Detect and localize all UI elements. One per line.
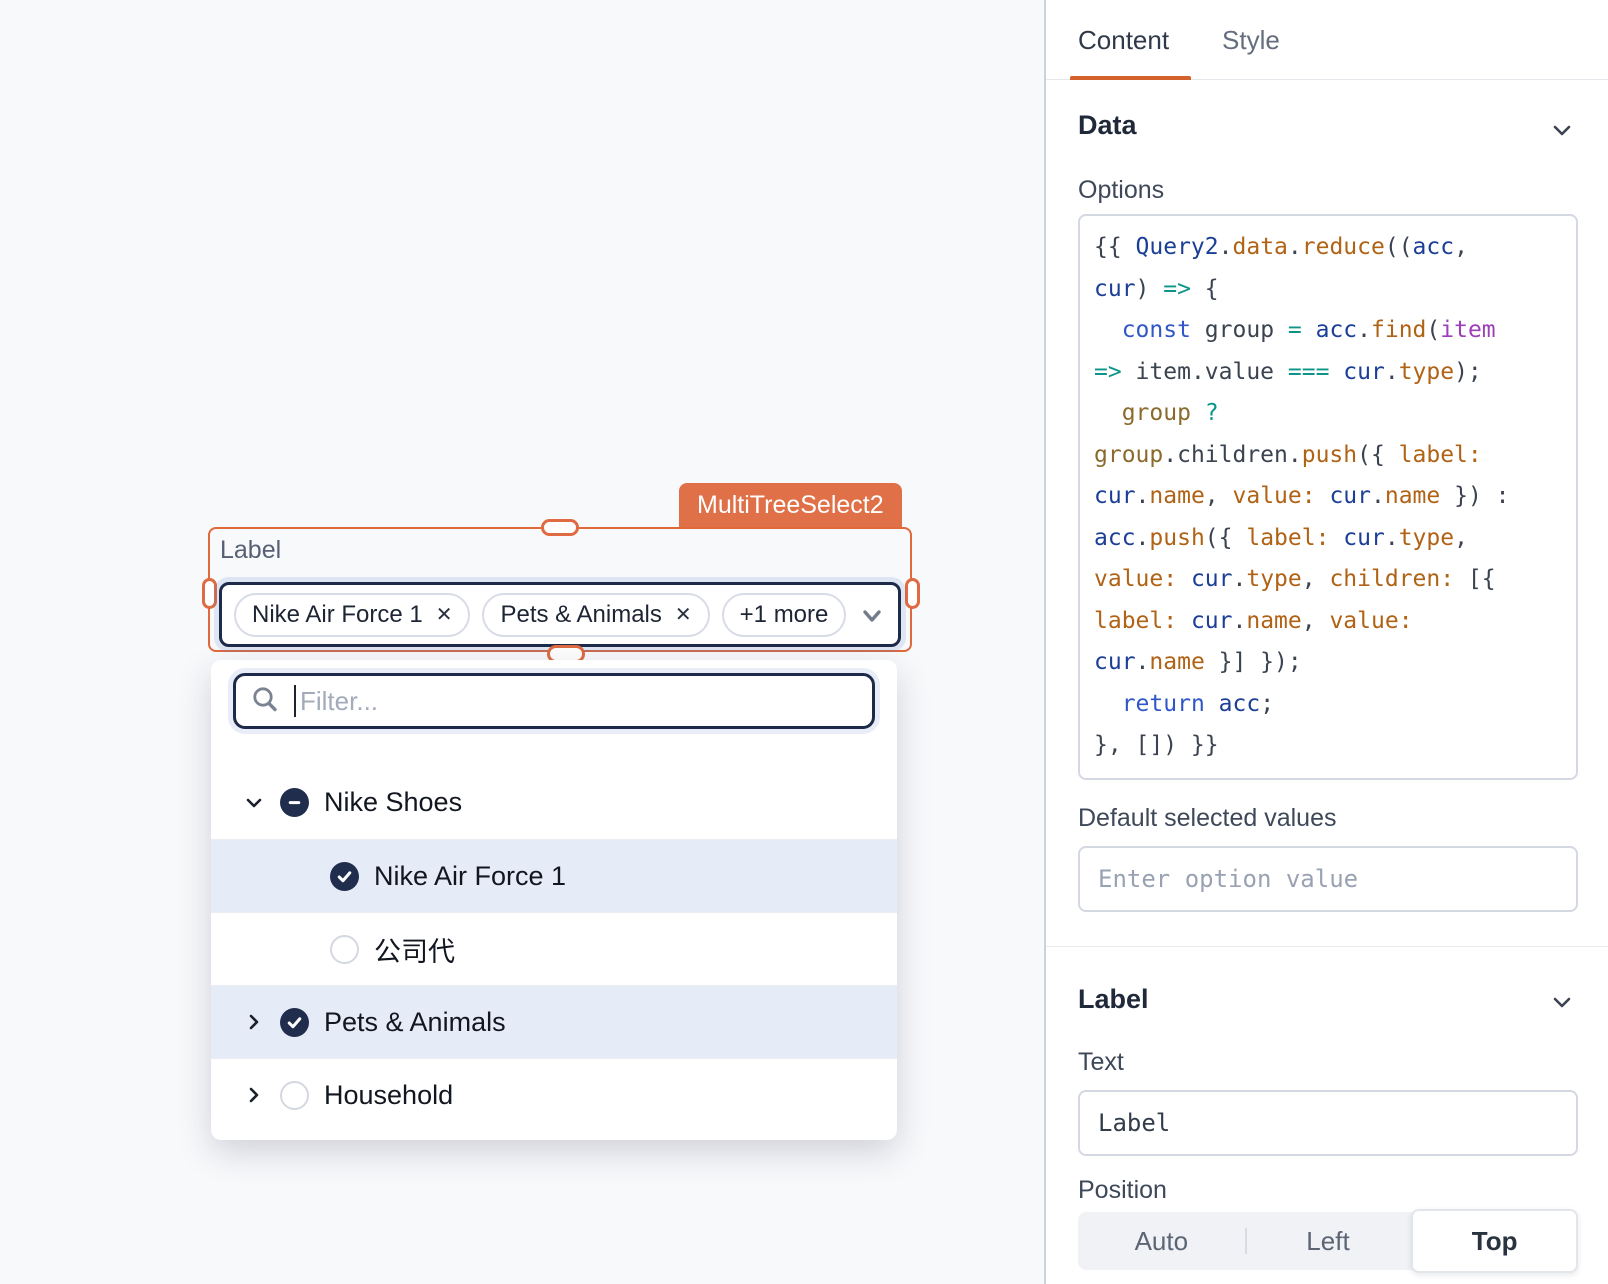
- selected-tag[interactable]: Pets & Animals ✕: [482, 592, 710, 637]
- search-icon: [250, 684, 280, 719]
- tree-item[interactable]: Pets & Animals: [211, 985, 897, 1058]
- options-label: Options: [1078, 176, 1165, 204]
- selection-handle-left[interactable]: [202, 578, 217, 609]
- filter-input[interactable]: Filter...: [233, 673, 875, 729]
- code-line: label: cur.name, value:: [1094, 607, 1413, 634]
- chevron-down-icon[interactable]: [858, 601, 886, 629]
- code-line: group ?: [1121, 400, 1219, 426]
- position-label: Position: [1078, 1176, 1167, 1204]
- text-caret: [294, 685, 296, 717]
- tree-item-label: Pets & Animals: [324, 1006, 506, 1037]
- tag-remove-icon[interactable]: ✕: [674, 603, 692, 626]
- code-line: cur.name }] });: [1094, 649, 1302, 675]
- checkbox-unchecked[interactable]: [280, 1080, 309, 1110]
- multiselect-label: Label: [220, 536, 282, 564]
- tree-item[interactable]: Household: [211, 1058, 897, 1131]
- position-option-left[interactable]: Left: [1306, 1225, 1350, 1256]
- tree-item-label: 公司代: [374, 936, 455, 967]
- editor-canvas[interactable]: MultiTreeSelect2 Label Nike Air Force 1 ✕…: [0, 0, 1044, 1284]
- input-value: Label: [1098, 1109, 1171, 1137]
- segment-divider: [1244, 1228, 1247, 1254]
- checkbox-unchecked[interactable]: [330, 934, 359, 964]
- selection-handle-right[interactable]: [905, 578, 920, 609]
- checkbox-checked[interactable]: [330, 861, 359, 891]
- tag-label: +1 more: [739, 600, 829, 628]
- code-line: {{ Query2.data.reduce((acc,: [1094, 234, 1468, 260]
- inspector-panel: Content Style Data Options {{ Query2.dat…: [1044, 0, 1608, 1284]
- tree-item[interactable]: Nike Shoes: [211, 766, 897, 839]
- tab-style[interactable]: Style: [1222, 24, 1280, 55]
- section-divider: [1046, 946, 1608, 947]
- tag-remove-icon[interactable]: ✕: [435, 603, 453, 626]
- tag-label: Nike Air Force 1: [252, 600, 423, 628]
- code-line: const group = acc.find(item: [1121, 317, 1496, 343]
- tree-item[interactable]: 公司代: [211, 912, 897, 985]
- input-placeholder: Enter option value: [1098, 865, 1359, 893]
- component-badge: MultiTreeSelect2: [679, 483, 902, 528]
- tree-item-label: Household: [324, 1079, 454, 1110]
- code-line: }, []) }}: [1094, 732, 1219, 758]
- text-label: Text: [1078, 1048, 1124, 1076]
- checkbox-indeterminate[interactable]: [280, 788, 309, 817]
- section-header-label[interactable]: Label: [1078, 984, 1149, 1014]
- code-line: acc.push({ label: cur.type,: [1094, 524, 1468, 551]
- position-option-auto[interactable]: Auto: [1134, 1225, 1189, 1256]
- tree-item-label: Nike Shoes: [324, 787, 463, 817]
- default-selected-input[interactable]: Enter option value: [1078, 846, 1578, 912]
- filter-placeholder: Filter...: [300, 685, 379, 716]
- code-line: cur.name, value: cur.name }) :: [1094, 483, 1510, 509]
- chevron-down-icon[interactable]: [1550, 118, 1574, 142]
- selected-tag[interactable]: Nike Air Force 1 ✕: [234, 592, 471, 637]
- option-tree: Nike Shoes Nike Air Force 1 公司代 Pets & Anim…: [211, 766, 897, 1131]
- code-line: value: cur.type, children: [{: [1094, 566, 1496, 592]
- selection-handle-top[interactable]: [541, 519, 579, 536]
- label-text-input[interactable]: Label: [1078, 1090, 1578, 1156]
- multiselect-control[interactable]: Nike Air Force 1 ✕ Pets & Animals ✕ +1 more: [219, 582, 901, 647]
- chevron-right-icon[interactable]: [244, 1012, 264, 1032]
- code-line: return acc;: [1121, 690, 1275, 717]
- chevron-down-icon[interactable]: [244, 793, 264, 813]
- code-line: => item.value === cur.type);: [1094, 358, 1482, 385]
- tree-item[interactable]: Nike Air Force 1: [211, 839, 897, 912]
- tree-item-label: Nike Air Force 1: [374, 860, 567, 891]
- checkbox-checked[interactable]: [280, 1007, 309, 1037]
- inspector-tabs: Content Style: [1046, 0, 1608, 80]
- chevron-right-icon[interactable]: [244, 1085, 264, 1105]
- code-line: group.children.push({ label:: [1094, 441, 1482, 468]
- code-line: cur) => {: [1094, 275, 1219, 302]
- more-tag[interactable]: +1 more: [721, 592, 847, 637]
- position-segmented-control: Auto Left Top: [1078, 1209, 1578, 1273]
- default-selected-label: Default selected values: [1078, 804, 1337, 832]
- section-header-data[interactable]: Data: [1078, 110, 1137, 140]
- tab-content[interactable]: Content: [1078, 24, 1170, 55]
- position-option-top[interactable]: Top: [1411, 1209, 1578, 1273]
- multiselect-dropdown: Filter... Nike Shoes Nike Air Force 1 公司代 P…: [211, 660, 897, 1140]
- tag-label: Pets & Animals: [500, 600, 662, 628]
- chevron-down-icon[interactable]: [1550, 990, 1574, 1014]
- active-tab-underline: [1070, 76, 1191, 80]
- options-code-editor[interactable]: {{ Query2.data.reduce((acc, cur) => { con…: [1078, 214, 1578, 780]
